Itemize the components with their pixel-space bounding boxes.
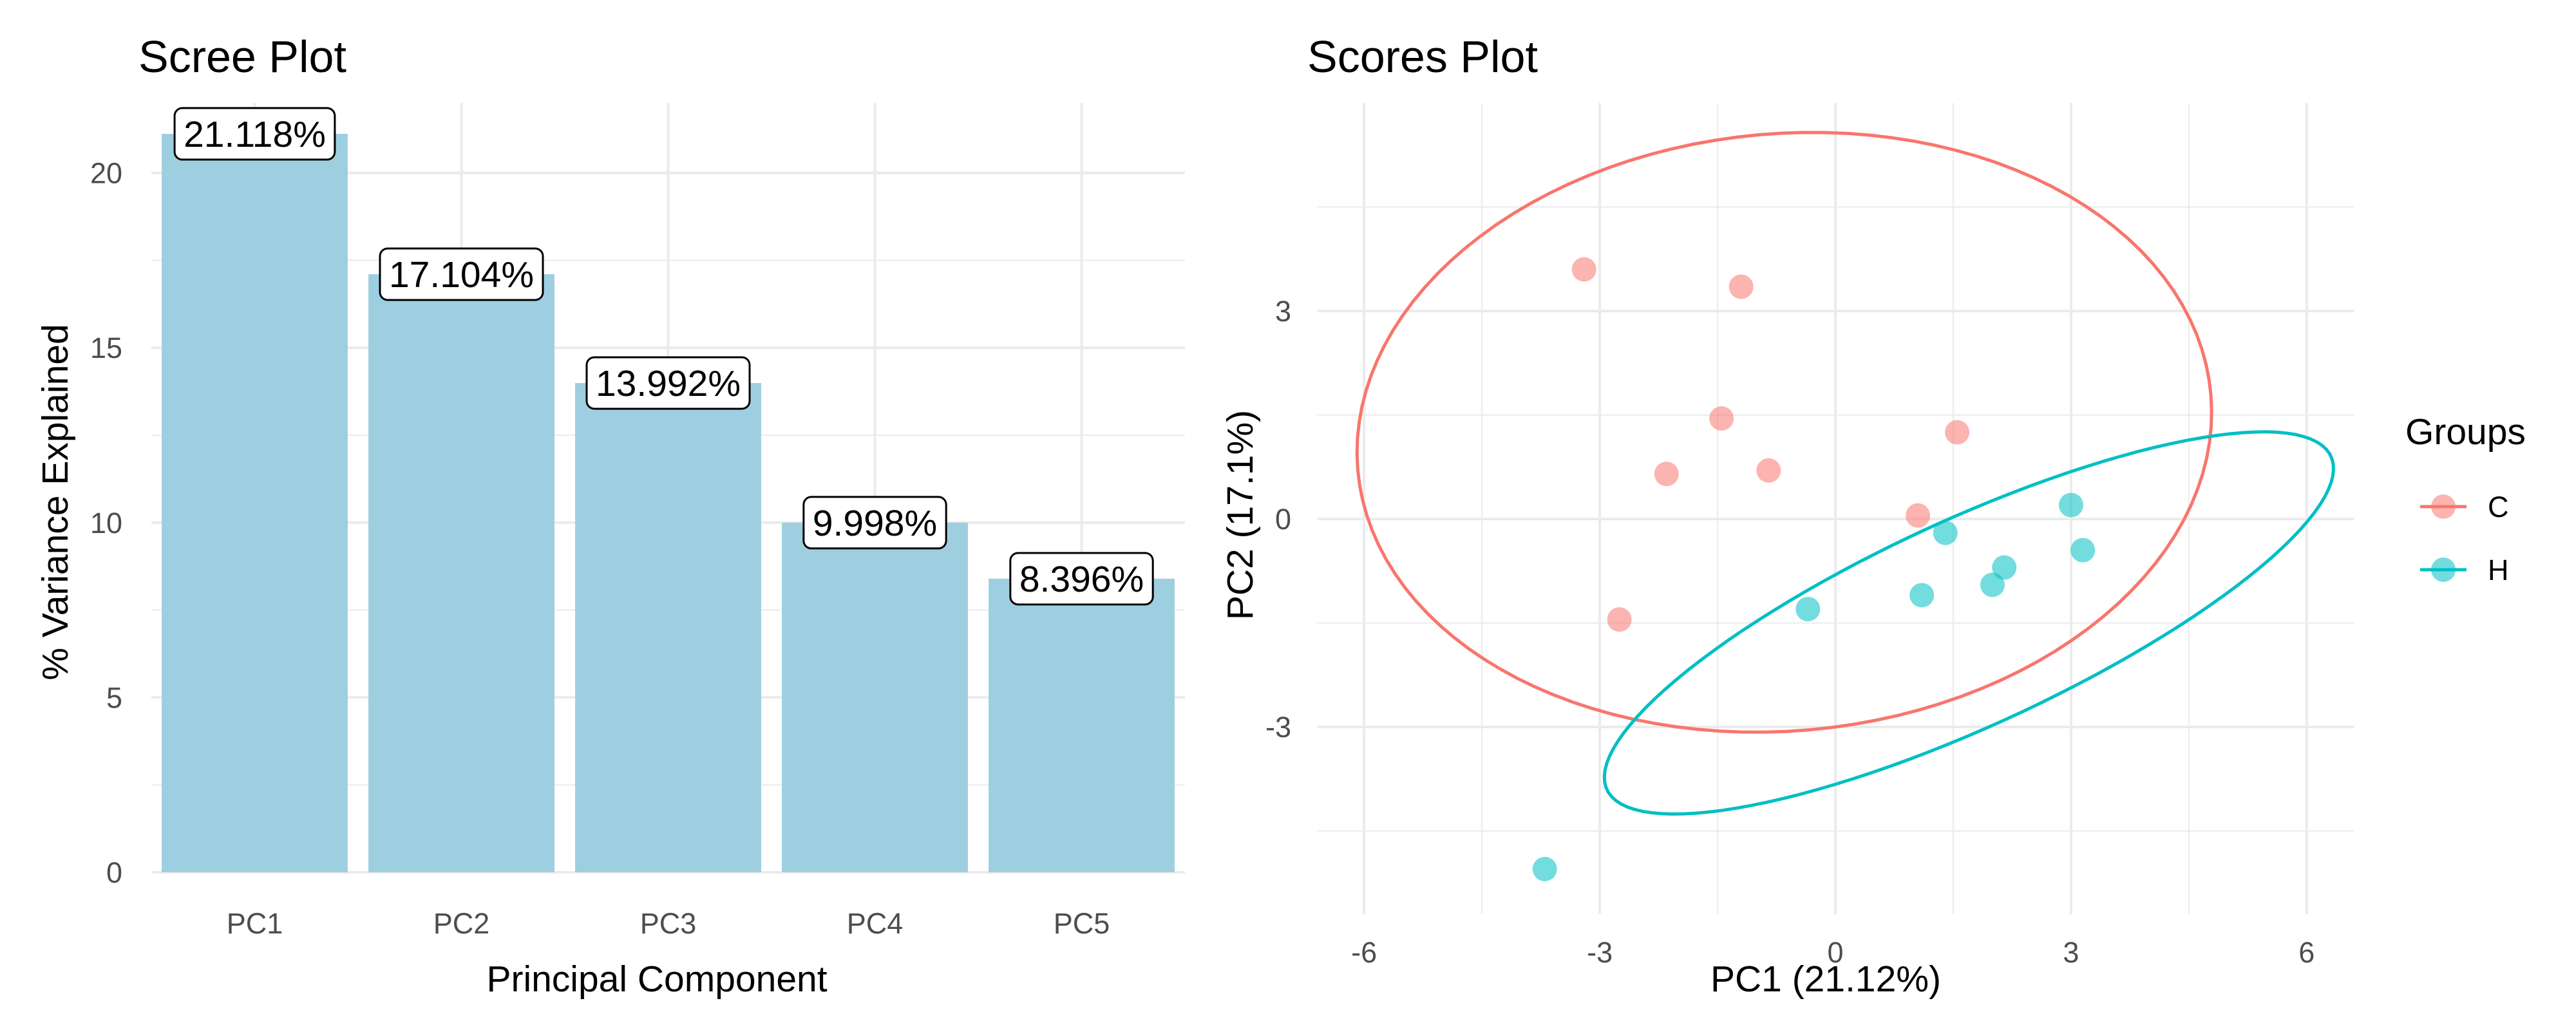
scree-bars — [162, 133, 1175, 873]
scree-bar — [989, 578, 1175, 872]
scores-x-ticks: -6 -3 0 3 6 — [1351, 936, 2315, 969]
point-h — [1992, 555, 2017, 580]
scores-y-ticks: -3 0 3 — [1265, 295, 1291, 744]
point-c — [1756, 458, 1781, 483]
point-h — [1795, 597, 1821, 622]
scree-y-tick-label: 10 — [90, 507, 122, 539]
scree-x-tick-label: PC5 — [1054, 907, 1110, 940]
scores-y-axis-label: PC2 (17.1%) — [1220, 410, 1261, 620]
legend-title: Groups — [2405, 411, 2526, 453]
scree-bar — [368, 274, 554, 873]
point-h — [2058, 492, 2083, 518]
scree-y-tick-label: 5 — [106, 681, 122, 714]
scree-bar-label-text: 21.118% — [184, 114, 326, 155]
scree-bar-label: 17.104% — [379, 247, 544, 301]
scree-bar-label-box — [585, 356, 751, 410]
legend-label-h: H — [2488, 554, 2509, 586]
scree-y-axis-label: % Variance Explained — [35, 324, 76, 680]
scores-y-tick-label: 0 — [1275, 503, 1291, 536]
scree-bar-label-text: 9.998% — [813, 503, 937, 544]
legend: Groups CH — [2405, 411, 2526, 586]
scree-bar-label-box — [173, 107, 336, 161]
scree-bar — [782, 522, 968, 872]
scree-y-tick-label: 20 — [90, 157, 122, 190]
point-h — [2070, 538, 2096, 563]
scores-x-tick-label: -3 — [1587, 936, 1613, 969]
scree-x-axis-label: Principal Component — [486, 959, 827, 1000]
scree-y-tick-label: 15 — [90, 332, 122, 364]
ellipse-h — [1602, 430, 2335, 816]
point-c — [1709, 406, 1734, 431]
scree-bar-label: 8.396% — [1009, 552, 1154, 606]
scree-bar — [162, 133, 348, 872]
scree-bar — [575, 382, 761, 872]
scree-bar-label-text: 17.104% — [389, 254, 534, 295]
scree-bar-label-box — [802, 496, 947, 550]
scores-x-tick-label: -6 — [1351, 936, 1377, 969]
legend-item-h: H — [2420, 554, 2509, 586]
scree-bar-label-text: 13.992% — [596, 363, 741, 404]
legend-items: CH — [2420, 491, 2509, 586]
point-c — [1906, 503, 1931, 528]
scree-bar-label-box — [379, 247, 544, 301]
point-c — [1945, 420, 1970, 445]
scree-bar-label-box — [1009, 552, 1154, 606]
scores-y-tick-label: -3 — [1265, 711, 1291, 744]
point-h — [1909, 583, 1935, 608]
legend-item-c: C — [2420, 491, 2509, 523]
point-c — [1728, 274, 1754, 299]
scree-x-ticks: PC1 PC2 PC3 PC4 PC5 — [227, 907, 1110, 940]
scree-x-tick-label: PC1 — [227, 907, 283, 940]
scree-bar-label-text: 8.396% — [1019, 559, 1144, 600]
scree-x-tick-label: PC4 — [847, 907, 904, 940]
scree-x-tick-label: PC3 — [640, 907, 697, 940]
scree-bar-label: 13.992% — [585, 356, 751, 410]
point-h — [1980, 572, 2005, 597]
scores-gridlines — [1317, 103, 2354, 914]
scores-ellipses — [1355, 131, 2335, 816]
scores-y-tick-label: 3 — [1275, 295, 1291, 328]
point-h — [1532, 857, 1557, 881]
point-h — [1933, 520, 1958, 545]
scree-title: Scree Plot — [138, 32, 346, 82]
scree-bar-labels: 21.118% 17.104% 13.992% 9.998% 8.396% — [173, 107, 1154, 606]
scores-title: Scores Plot — [1307, 32, 1538, 82]
scree-x-tick-label: PC2 — [433, 907, 490, 940]
scree-bar-label: 21.118% — [173, 107, 336, 161]
scores-points — [1532, 257, 2096, 881]
scores-x-tick-label: 6 — [2298, 936, 2315, 969]
point-c — [1654, 462, 1679, 487]
scree-y-ticks: 0 5 10 15 20 — [90, 157, 122, 889]
scores-x-tick-label: 3 — [2063, 936, 2079, 969]
legend-marker-h — [2431, 557, 2456, 582]
scores-plot: Scores Plot -3 0 3 -6 -3 0 3 6 PC1 (21.12%) PC… — [1220, 32, 2354, 1000]
scree-bar-label: 9.998% — [802, 496, 947, 550]
legend-label-c: C — [2488, 491, 2509, 523]
scree-plot: Scree Plot 21.118% 17.104% 13.992% 9.998% 8.… — [35, 32, 1185, 1000]
scores-x-tick-label: 0 — [1827, 936, 1843, 969]
legend-marker-c — [2431, 494, 2456, 519]
ellipse-c — [1355, 131, 2213, 734]
scores-x-axis-label: PC1 (21.12%) — [1710, 959, 1941, 1000]
point-c — [1571, 257, 1596, 282]
point-c — [1607, 607, 1632, 632]
scree-y-tick-label: 0 — [106, 856, 122, 889]
